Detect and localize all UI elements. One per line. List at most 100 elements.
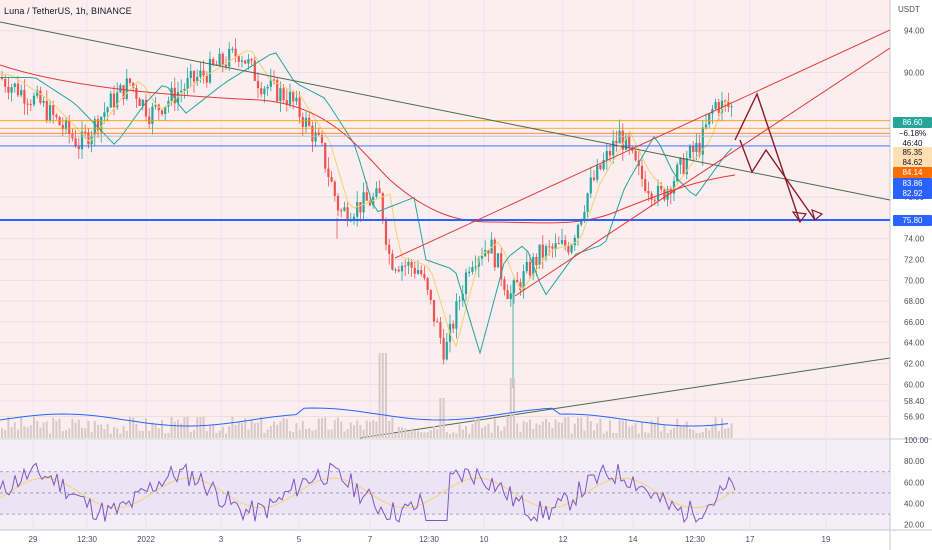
volume-bar — [682, 425, 685, 438]
volume-bar — [349, 422, 352, 438]
candle-body — [397, 269, 400, 272]
price-tick-label: 74.00 — [904, 235, 925, 244]
volume-bar — [615, 433, 618, 438]
candle — [196, 69, 199, 87]
price-tick-label: 60.00 — [904, 380, 925, 389]
volume-bar — [61, 431, 64, 438]
candle — [87, 128, 90, 149]
candle-body — [61, 125, 64, 130]
candle-body — [333, 181, 336, 196]
candle-body — [340, 210, 343, 212]
candle-body — [634, 150, 637, 161]
candle — [260, 81, 263, 98]
volume-bar — [538, 424, 541, 438]
volume-bar — [273, 421, 275, 438]
candle-body — [330, 177, 333, 182]
candle-body — [368, 200, 372, 206]
candle-body — [148, 116, 151, 124]
volume-bar — [410, 428, 413, 438]
candle-body — [496, 253, 500, 268]
volume-bar — [218, 430, 221, 438]
volume-bar — [362, 429, 365, 438]
candle-body — [365, 192, 368, 201]
candle-body — [541, 244, 544, 258]
volume-bar — [138, 430, 141, 438]
volume-bar — [666, 433, 669, 438]
candle-body — [685, 158, 688, 175]
price-tick-label: 68.00 — [904, 297, 925, 306]
time-tick-label: 3 — [219, 535, 224, 544]
volume-bar — [711, 424, 714, 438]
candle-body — [695, 142, 698, 152]
volume-bar — [705, 428, 707, 438]
candle — [528, 254, 532, 279]
candle-body — [560, 240, 564, 244]
candle — [692, 141, 695, 162]
price-label: 82.92 — [893, 188, 932, 199]
candle — [506, 284, 509, 300]
candle-body — [493, 239, 496, 268]
volume-bar — [81, 427, 83, 438]
rsi-tick-label: 60.00 — [904, 478, 925, 487]
candle — [237, 54, 240, 68]
candle-body — [314, 132, 317, 142]
candle-body — [384, 220, 388, 245]
volume-bar — [554, 419, 557, 438]
volume-bar — [452, 432, 455, 438]
candle-body — [308, 117, 311, 126]
volume-bar — [49, 433, 51, 438]
volume-bar — [631, 425, 634, 438]
volume-bar — [221, 426, 224, 438]
candle — [410, 259, 413, 277]
candle — [234, 38, 237, 63]
volume-bar — [503, 426, 506, 438]
candle — [384, 217, 388, 251]
candle — [378, 180, 381, 194]
candle-body — [0, 77, 4, 80]
candle-body — [375, 188, 378, 197]
candle-body — [644, 179, 647, 191]
volume-bar — [679, 425, 682, 438]
candle-body — [221, 53, 224, 65]
candle-body — [407, 261, 410, 266]
volume-bar — [129, 417, 131, 438]
candle — [455, 293, 458, 339]
volume-bar — [529, 419, 531, 438]
candle — [7, 76, 10, 100]
price-tick-label: 72.00 — [904, 256, 925, 265]
candle-body — [285, 100, 288, 105]
candle — [685, 150, 688, 180]
volume-bar — [253, 423, 256, 438]
candle-body — [74, 138, 77, 147]
candle-body — [125, 78, 128, 99]
candle-body — [36, 90, 39, 96]
candle — [432, 299, 436, 327]
volume-bar — [375, 421, 378, 438]
candle-body — [141, 99, 144, 107]
price-label: 84.14 — [893, 167, 932, 178]
candle-body — [666, 188, 669, 200]
candle — [509, 285, 512, 307]
volume-bar — [279, 421, 282, 438]
candle — [714, 98, 717, 111]
volume-bar — [116, 428, 119, 438]
volume-bar — [356, 420, 359, 438]
candle — [144, 94, 148, 122]
candle-body — [640, 165, 644, 180]
candle-body — [708, 113, 711, 125]
volume-bar — [45, 421, 48, 438]
candle — [650, 191, 653, 207]
volume-bar — [141, 430, 144, 438]
candle — [317, 127, 320, 136]
candle-body — [359, 202, 362, 213]
volume-bar — [301, 420, 304, 438]
volume-bar — [641, 422, 643, 438]
volume-bar — [673, 427, 675, 438]
volume-bar — [458, 424, 461, 438]
descending-trendline — [0, 21, 891, 201]
candle — [160, 109, 164, 117]
candle — [496, 253, 500, 268]
volume-bar — [164, 433, 167, 438]
volume-bar — [657, 417, 659, 438]
